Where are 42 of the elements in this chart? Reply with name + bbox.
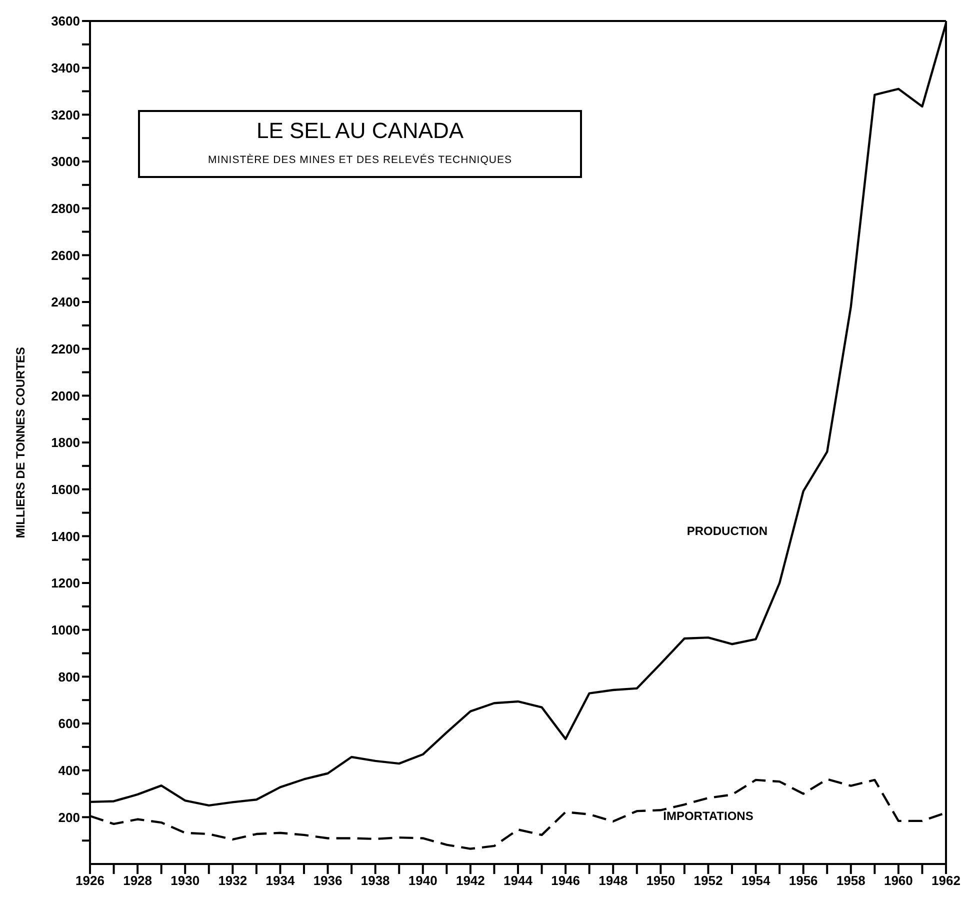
x-tick-label: 1942 [456,873,485,888]
y-tick-label: 3200 [51,107,80,122]
x-tick-label: 1946 [551,873,580,888]
y-tick-label: 2200 [51,341,80,356]
x-tick-label: 1954 [741,873,772,888]
y-tick-label: 400 [58,762,80,778]
text: MINISTÈRE DES MINES ET DES RELEVÉS TECHNIQUES [207,154,513,166]
x-tick-label: 1930 [170,873,200,888]
x-tick-label: 1934 [266,873,296,888]
x-tick-label: 1960 [884,873,913,888]
y-tick-label: 1600 [51,482,80,497]
y-tick-label: 200 [58,810,80,825]
y-tick-label: 1800 [51,435,80,450]
x-tick-label: 1944 [504,873,534,888]
y-axis-title: MILLIERS DE TONNES COURTES [13,346,28,538]
x-tick-label: 1958 [836,873,866,888]
x-tick-label: 1948 [598,873,628,888]
x-tick-label: 1956 [788,873,818,888]
y-tick-label: 3600 [51,14,80,29]
x-tick-label: 1950 [646,873,676,888]
x-tick-label: 1938 [360,873,390,888]
y-tick-label: 2000 [51,388,80,404]
y-tick-label: 2400 [51,294,80,310]
x-tick-label: 1926 [76,873,104,888]
x-tick-label: 1952 [694,873,723,888]
y-tick-label: 600 [58,716,80,732]
y-tick-label: 2600 [51,248,80,263]
x-tick-label: 1940 [408,873,438,888]
y-tick-label: 1400 [51,528,80,544]
x-tick-label: 1928 [123,873,152,888]
y-tick-label: 1000 [51,622,80,638]
series-label: IMPORTATIONS [663,808,754,823]
text: LE SEL AU CANADA [255,118,465,144]
x-tick-label: 1936 [313,873,342,888]
x-tick-label: 1932 [218,873,248,888]
x-tick-label: 1962 [932,873,960,888]
y-tick-label: 800 [58,669,80,684]
y-tick-label: 2800 [51,200,80,216]
y-tick-label: 1200 [51,576,80,591]
series-label: PRODUCTION [686,524,768,538]
y-tick-label: 3000 [51,154,80,170]
y-tick-label: 3400 [51,60,80,76]
